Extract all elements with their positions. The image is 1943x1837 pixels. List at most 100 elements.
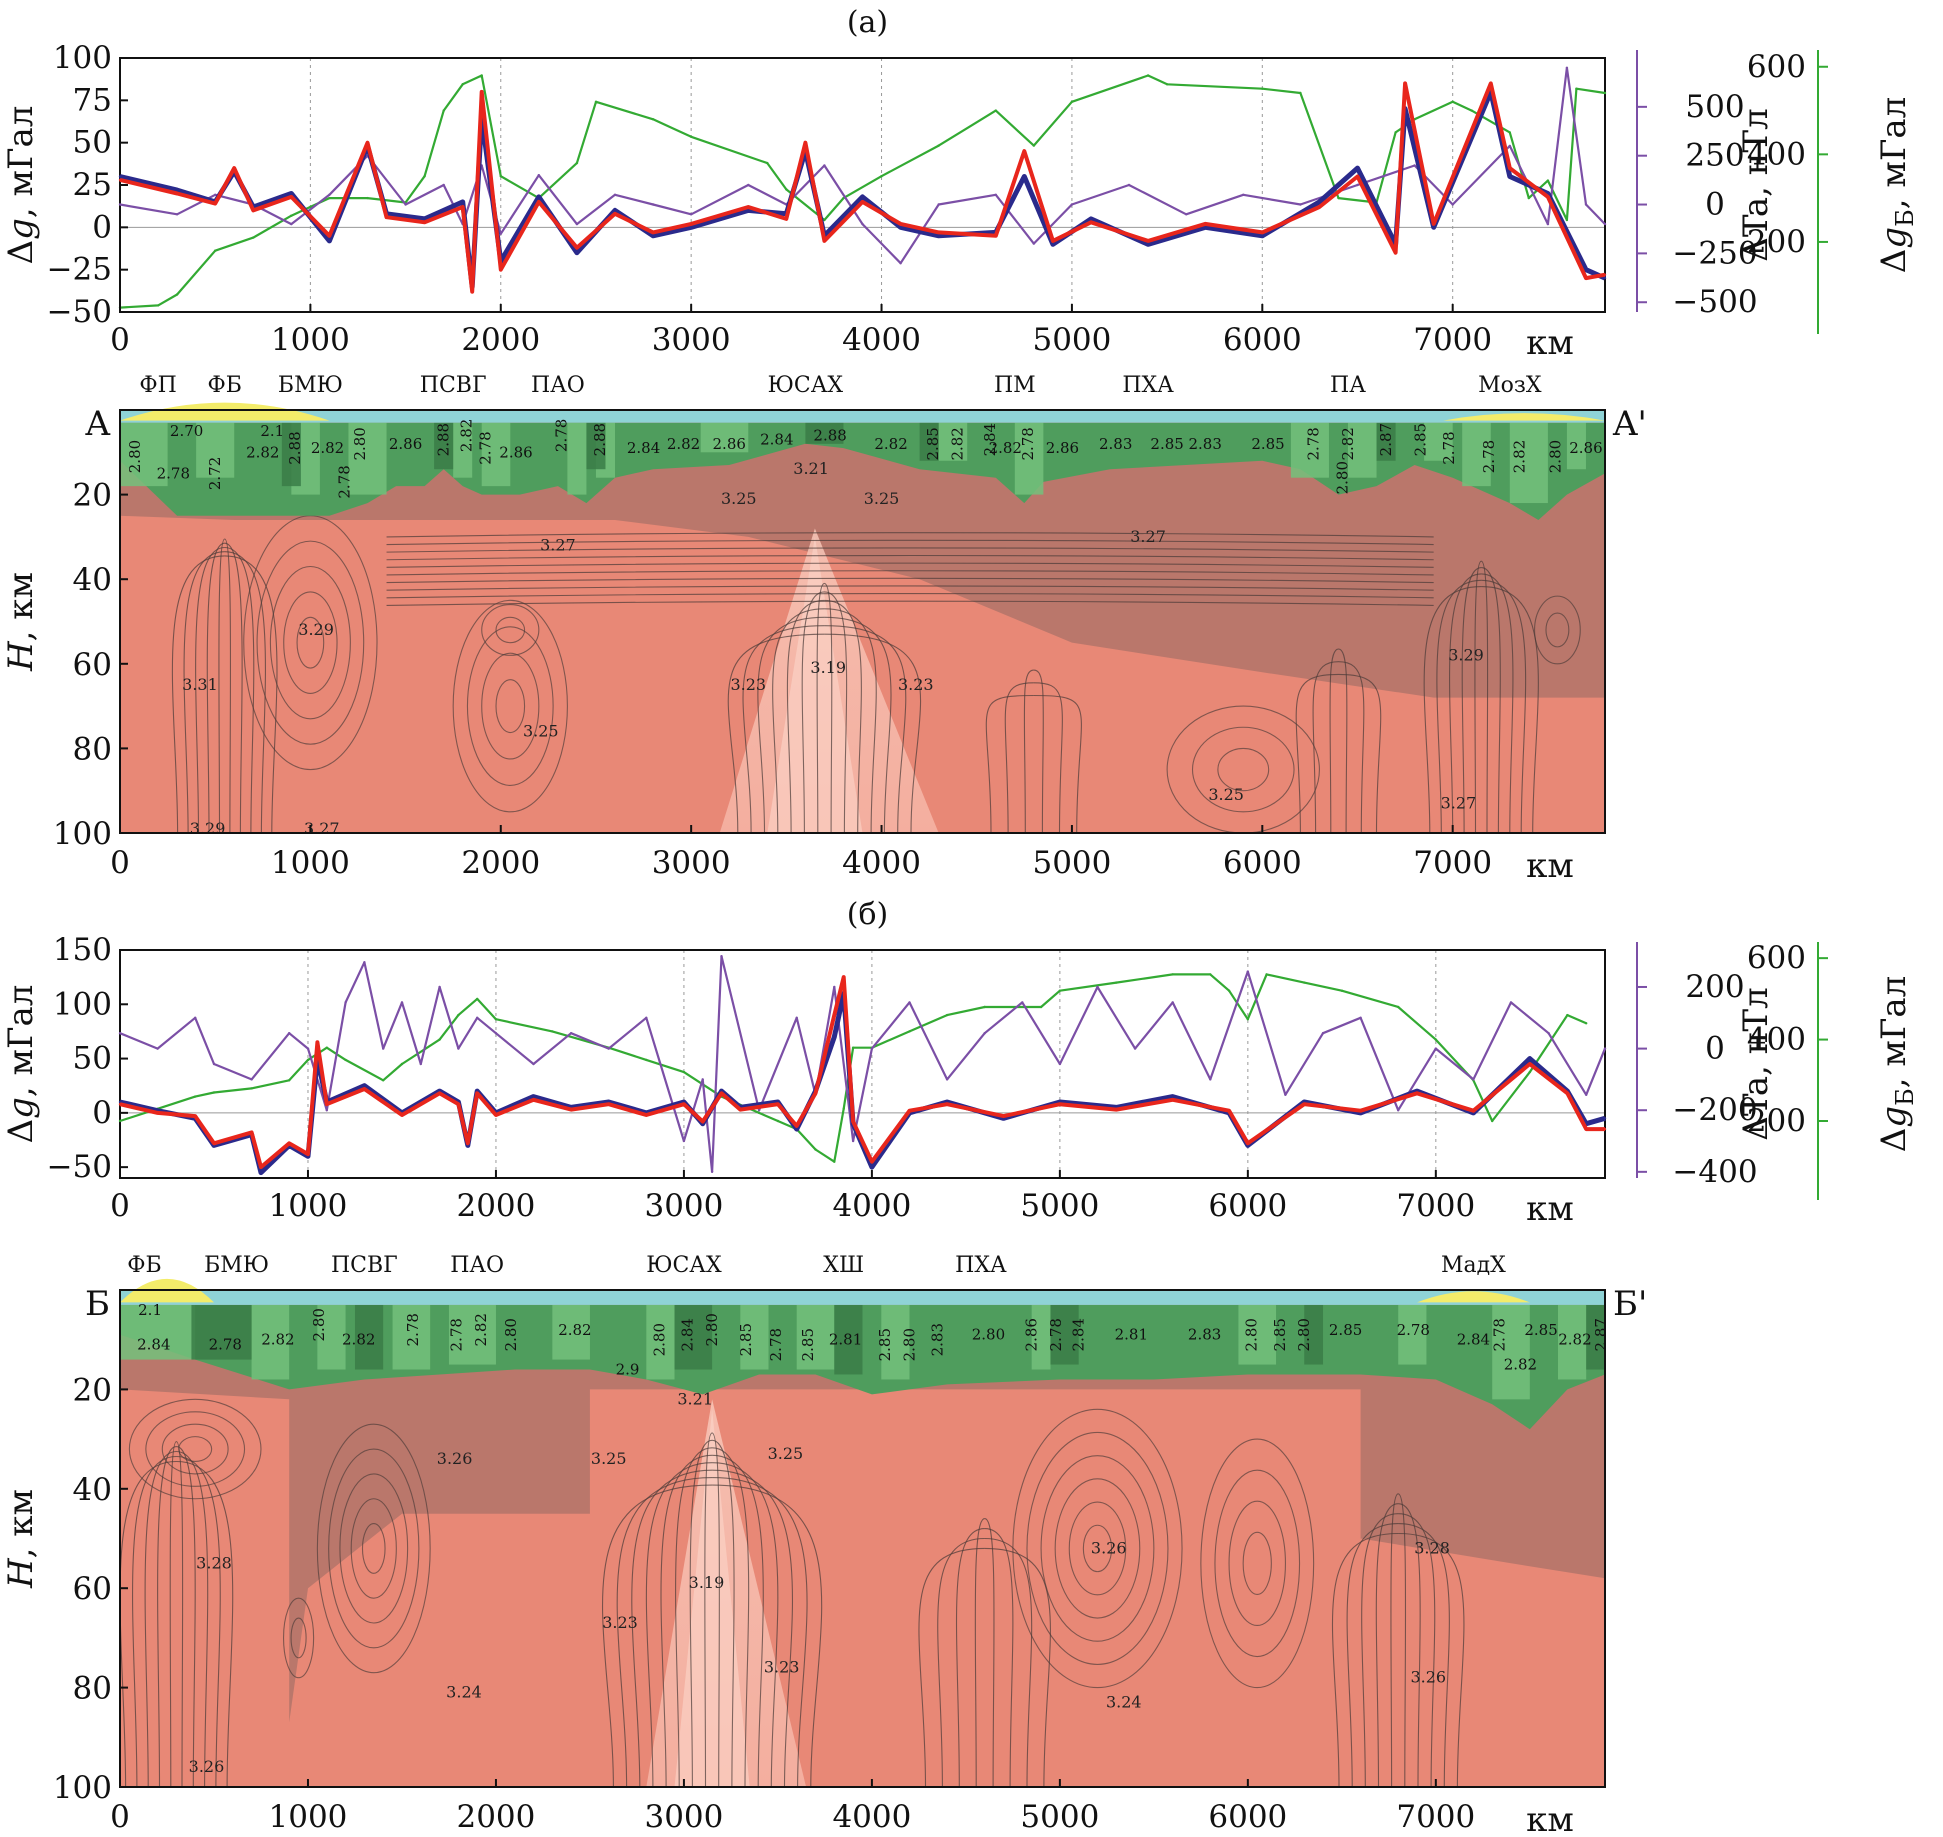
data-point-dg_obs xyxy=(690,226,693,229)
x-axis-unit: км xyxy=(1526,323,1574,363)
crust-density-label: 2.78 xyxy=(1047,1318,1065,1351)
crust-density-label: 2.86 xyxy=(713,435,746,453)
data-point-mag xyxy=(823,164,826,167)
density-contour xyxy=(816,582,825,834)
data-point-boug xyxy=(682,1070,686,1074)
crust-block-dark xyxy=(281,422,301,487)
data-point-boug xyxy=(366,196,369,200)
data-point-boug xyxy=(1227,989,1231,992)
crust-density-label: 2.83 xyxy=(1188,1326,1221,1344)
mantle-density-label: 3.23 xyxy=(898,675,934,694)
data-point-mag xyxy=(288,1032,291,1035)
data-point-dg_model xyxy=(1403,82,1407,85)
density-contour-ring xyxy=(1068,1501,1127,1596)
data-point-dg_model xyxy=(288,1142,291,1145)
density-contour xyxy=(1004,682,1034,834)
data-point-dg_obs xyxy=(175,188,179,192)
crust-density-label: 2.83 xyxy=(1188,435,1221,453)
depth-tick-label: 100 xyxy=(53,816,112,852)
boug-tick-label: 400 xyxy=(1747,136,1806,172)
x-tick-label: 5000 xyxy=(1032,322,1111,358)
data-point-dg_obs xyxy=(1204,226,1207,229)
data-point-mag xyxy=(1565,66,1569,70)
crust-block xyxy=(1462,422,1491,487)
crust-density-label: 2.78 xyxy=(1491,1318,1509,1351)
data-point-dg_model xyxy=(1227,1109,1231,1112)
density-contour xyxy=(984,1518,995,1788)
data-point-dg_model xyxy=(438,1092,441,1095)
data-point-boug xyxy=(1337,196,1340,200)
crust-density-label: 2.78 xyxy=(336,465,354,498)
data-point-boug xyxy=(1394,131,1397,134)
data-point-mag xyxy=(1451,203,1454,206)
data-point-dg_obs xyxy=(1261,234,1264,237)
data-point-dg_obs xyxy=(575,251,579,254)
data-point-dg_obs xyxy=(1603,1117,1607,1120)
x-tick-label: 1000 xyxy=(271,322,350,358)
data-point-mag xyxy=(1585,1093,1588,1097)
series-line-dg_model xyxy=(119,975,1605,1170)
data-point-dg_model xyxy=(306,1152,310,1156)
density-contour-ring xyxy=(481,604,540,656)
data-point-boug xyxy=(1434,1038,1438,1041)
distance-tick-label: 2000 xyxy=(461,845,540,881)
data-point-dg_model xyxy=(690,222,693,226)
data-point-boug xyxy=(1585,1022,1588,1025)
data-point-boug xyxy=(1546,179,1550,182)
mantle-density-label: 3.31 xyxy=(182,675,218,694)
data-point-dg_model xyxy=(1261,231,1264,234)
data-point-dg_model xyxy=(1528,1062,1532,1066)
data-point-dg_obs xyxy=(1432,226,1435,229)
data-point-boug xyxy=(1565,218,1569,222)
data-point-mag xyxy=(908,1001,911,1004)
data-point-dg_model xyxy=(1489,82,1493,85)
data-point-boug xyxy=(480,74,483,77)
mantle-density-label: 3.29 xyxy=(190,819,226,838)
data-point-dg_model xyxy=(945,1103,949,1106)
distance-tick-label: 2000 xyxy=(456,1799,535,1835)
x-axis-unit: км xyxy=(1526,1189,1574,1229)
distance-unit: км xyxy=(1526,846,1574,886)
data-point-dg_model xyxy=(1356,175,1359,178)
density-contour-ring xyxy=(296,616,325,669)
data-point-mag xyxy=(983,1032,986,1035)
data-point-boug xyxy=(833,1160,836,1163)
crust-density-label: 2.84 xyxy=(760,431,793,449)
crust-density-label: 2.80 xyxy=(1295,1318,1313,1351)
data-point-dg_obs xyxy=(1508,175,1512,178)
data-point-boug xyxy=(1340,989,1344,992)
mantle-density-label: 3.27 xyxy=(540,535,576,554)
mantle-density-label: 3.25 xyxy=(591,1449,627,1468)
density-contour-ring xyxy=(1040,1455,1155,1642)
profile-start-label: Б xyxy=(85,1284,110,1324)
crust-block xyxy=(567,422,587,495)
y-tick-label: 50 xyxy=(73,125,112,161)
data-point-boug xyxy=(937,144,940,147)
crust-density-label: 2.80 xyxy=(1547,440,1565,473)
density-contour-layer xyxy=(386,532,1434,538)
crust-block-dark xyxy=(834,1304,863,1375)
data-point-boug xyxy=(842,1107,845,1111)
data-point-mag xyxy=(1434,1047,1438,1050)
data-point-mag xyxy=(861,222,864,226)
data-point-boug xyxy=(476,997,479,1001)
mag-tick-label: 200 xyxy=(1685,969,1744,1005)
crust-density-label: 2.82 xyxy=(1504,1356,1537,1374)
data-point-boug xyxy=(1115,981,1118,984)
crust-block-dark xyxy=(674,1304,713,1370)
distance-tick-label: 6000 xyxy=(1208,1799,1287,1835)
x-tick-label: 6000 xyxy=(1208,1188,1287,1224)
crust-block xyxy=(1031,1304,1051,1370)
density-contour xyxy=(1398,1503,1421,1788)
data-point-dg_obs xyxy=(363,1084,366,1087)
data-point-dg_obs xyxy=(747,209,750,212)
data-point-dg_model xyxy=(1415,1092,1419,1095)
crust-density-label: 2.80 xyxy=(900,1328,918,1361)
data-point-dg_model xyxy=(569,1108,573,1111)
density-contour-ring xyxy=(1214,1469,1301,1658)
data-point-boug xyxy=(651,118,655,121)
x-tick-label: 0 xyxy=(110,322,130,358)
distance-unit: км xyxy=(1526,1800,1574,1837)
data-point-dg_model xyxy=(316,1041,319,1044)
mantle-density-label: 3.21 xyxy=(677,1389,713,1408)
